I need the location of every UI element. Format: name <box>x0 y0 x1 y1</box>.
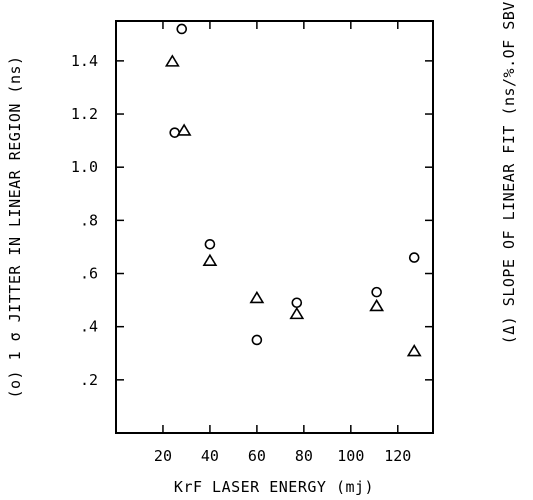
y-tick-label: .6 <box>80 265 98 283</box>
y-tick-label: 1.2 <box>71 105 98 123</box>
circle-marker <box>204 238 216 250</box>
circle-marker <box>251 334 263 346</box>
y-tick-label: .4 <box>80 318 98 336</box>
triangle-marker <box>289 306 305 320</box>
data-points <box>164 23 422 357</box>
y-tick-label: .2 <box>80 371 98 389</box>
y-axis-label-right: (Δ) SLOPE OF LINEAR FIT (ns/%.OF SBV) <box>500 0 518 344</box>
circle-marker <box>408 252 420 263</box>
x-tick-label: 120 <box>384 447 411 465</box>
plot-frame <box>115 20 434 434</box>
x-tick-label: 40 <box>201 447 219 465</box>
triangle-marker <box>176 123 192 136</box>
triangle-marker <box>164 54 180 67</box>
x-tick-label: 80 <box>295 447 313 465</box>
y-tick-label: 1.4 <box>71 52 98 70</box>
x-tick-label: 20 <box>154 447 172 465</box>
triangle-marker <box>369 298 385 312</box>
y-axis-label-left: (o) 1 σ JITTER IN LINEAR REGION (ns) <box>6 55 24 398</box>
x-axis-label: KrF LASER ENERGY (mj) <box>174 478 374 496</box>
x-tick-label: 100 <box>337 447 364 465</box>
triangle-marker <box>406 344 422 357</box>
circle-marker <box>176 23 188 35</box>
y-tick-label: 1.0 <box>71 158 98 176</box>
circle-marker <box>291 297 303 309</box>
triangle-marker <box>202 253 218 267</box>
circle-marker <box>169 127 181 138</box>
triangle-marker <box>249 290 265 304</box>
circle-marker <box>371 286 382 298</box>
y-tick-label: .8 <box>80 211 98 229</box>
x-tick-label: 60 <box>248 447 266 465</box>
axis-ticks: 20 40 60 80 100 120 .2 .4 .6 .8 1.0 1.2 1.4 <box>71 21 433 465</box>
